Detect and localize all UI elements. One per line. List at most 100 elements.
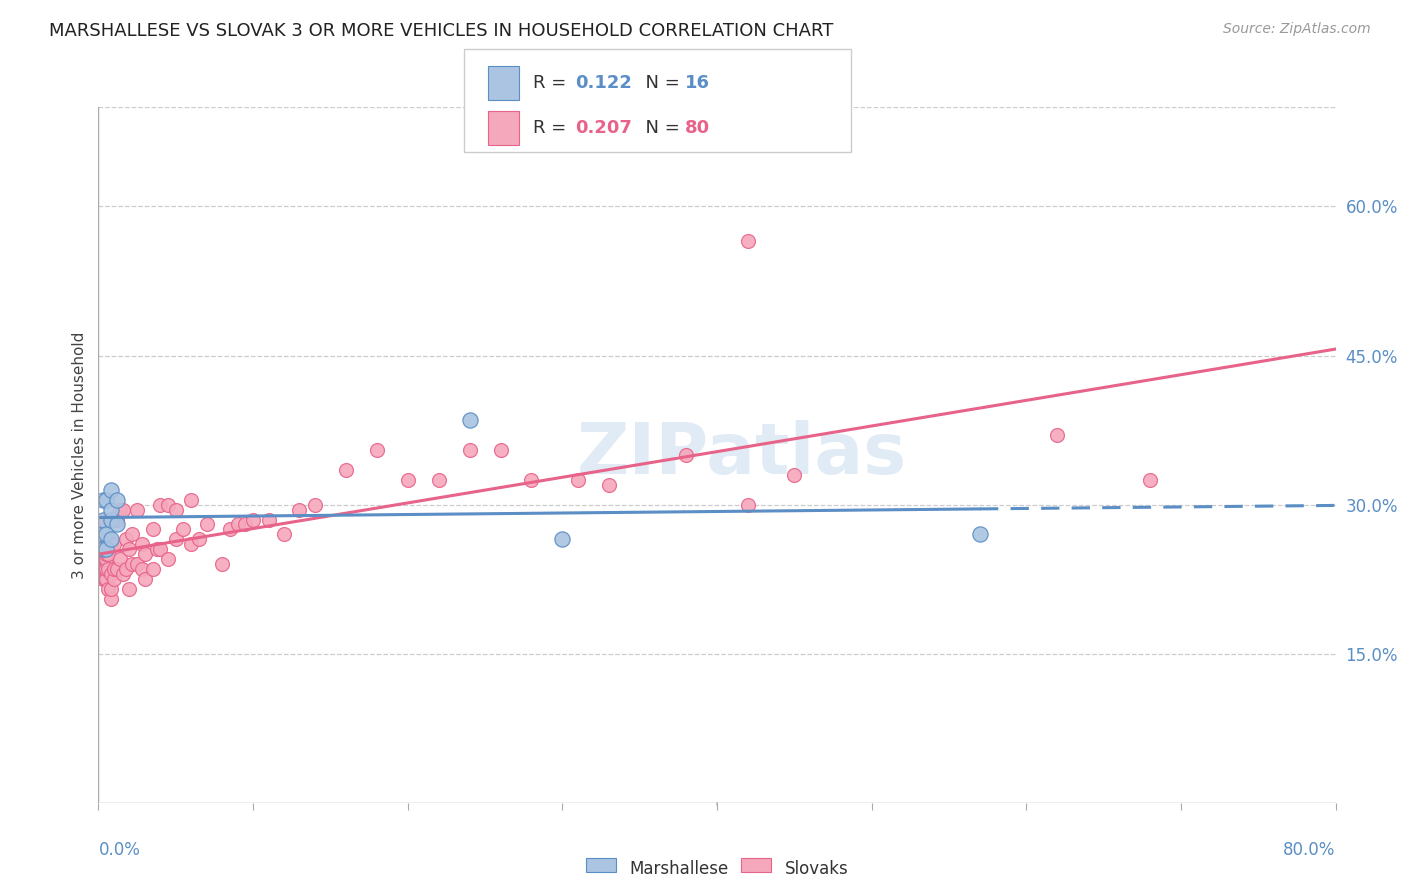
Point [335,463,357,477]
Text: ZIPatlas: ZIPatlas [576,420,907,490]
Point [737,234,759,248]
Point [93,512,115,526]
Point [257,512,280,526]
Point [288,502,311,516]
Point [96,542,118,557]
Point [146,542,169,557]
Point [93,562,115,576]
Point [112,502,135,516]
Point [211,558,233,572]
Text: 80: 80 [685,119,710,136]
Point [520,473,543,487]
Text: 80.0%: 80.0% [1284,841,1336,859]
Point [675,448,697,462]
Text: N =: N = [634,119,686,136]
Point [134,547,156,561]
Point [93,572,115,586]
Point [366,442,388,457]
Point [112,567,135,582]
Point [100,582,122,596]
Point [108,502,131,516]
Text: MARSHALLESE VS SLOVAK 3 OR MORE VEHICLES IN HOUSEHOLD CORRELATION CHART: MARSHALLESE VS SLOVAK 3 OR MORE VEHICLES… [49,22,834,40]
Text: R =: R = [533,74,572,92]
Point [273,527,295,541]
Point [97,562,120,576]
Point [567,473,589,487]
Text: 16: 16 [685,74,710,92]
Point [165,502,187,516]
Point [96,492,118,507]
Point [157,552,180,566]
Text: 0.0%: 0.0% [98,841,141,859]
Text: Source: ZipAtlas.com: Source: ZipAtlas.com [1223,22,1371,37]
Point [100,502,122,516]
Point [90,562,112,576]
Point [118,582,141,596]
Point [91,542,114,557]
Point [226,517,249,532]
Point [180,492,202,507]
Point [91,542,114,557]
Point [304,498,326,512]
Point [100,533,122,547]
Point [91,492,114,507]
Point [127,502,149,516]
Point [97,547,120,561]
Point [100,592,122,607]
Point [131,537,153,551]
Point [118,542,141,557]
Point [458,442,481,457]
Point [180,537,202,551]
Point [97,582,120,596]
Point [142,562,165,576]
Point [105,517,128,532]
Text: 0.122: 0.122 [575,74,631,92]
Point [127,558,149,572]
Point [100,483,122,497]
Point [157,498,180,512]
Point [396,473,419,487]
Point [91,512,114,526]
Point [96,552,118,566]
Point [96,527,118,541]
Point [149,542,172,557]
Point [242,512,264,526]
Text: N =: N = [634,74,686,92]
Point [115,562,138,576]
Point [93,552,115,566]
Point [105,492,128,507]
Point [165,533,187,547]
Point [188,533,211,547]
Point [173,523,195,537]
Point [969,527,991,541]
Point [1046,428,1069,442]
Point [108,552,131,566]
Point [598,477,620,491]
Point [105,512,128,526]
Point [96,547,118,561]
Point [105,562,128,576]
Y-axis label: 3 or more Vehicles in Household: 3 or more Vehicles in Household [72,331,87,579]
Point [149,498,172,512]
Point [96,562,118,576]
Point [115,533,138,547]
Text: 0.207: 0.207 [575,119,631,136]
Point [100,512,122,526]
Point [142,523,165,537]
Point [121,558,143,572]
Point [100,567,122,582]
Point [91,527,114,541]
Legend: Marshallese, Slovaks: Marshallese, Slovaks [579,854,855,885]
Point [783,467,806,482]
Point [91,572,114,586]
Point [103,562,125,576]
Point [427,473,450,487]
Point [90,542,112,557]
Point [103,537,125,551]
Point [103,572,125,586]
Point [96,572,118,586]
Point [121,527,143,541]
Point [458,413,481,427]
Point [551,533,574,547]
Point [219,523,242,537]
